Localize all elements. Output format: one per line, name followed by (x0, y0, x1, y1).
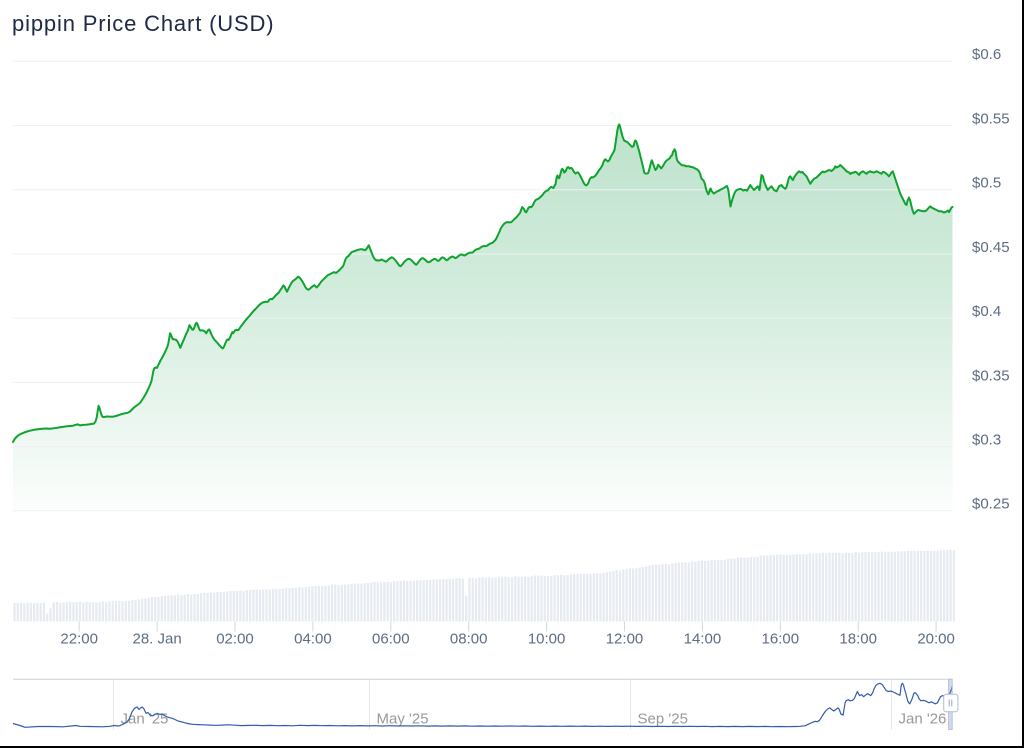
svg-text:$0.5: $0.5 (972, 175, 1001, 192)
svg-text:$0.45: $0.45 (972, 239, 1010, 256)
svg-text:14:00: 14:00 (684, 631, 722, 648)
svg-text:06:00: 06:00 (372, 631, 410, 648)
svg-text:Jan '25: Jan '25 (121, 711, 169, 728)
svg-text:Jan '26: Jan '26 (899, 711, 947, 728)
svg-text:02:00: 02:00 (216, 631, 254, 648)
svg-text:12:00: 12:00 (606, 631, 644, 648)
svg-text:$0.35: $0.35 (972, 367, 1010, 384)
svg-text:10:00: 10:00 (528, 631, 566, 648)
svg-text:$0.3: $0.3 (972, 432, 1001, 449)
svg-text:18:00: 18:00 (839, 631, 877, 648)
svg-text:May '25: May '25 (377, 711, 429, 728)
svg-text:08:00: 08:00 (450, 631, 488, 648)
svg-text:28. Jan: 28. Jan (132, 631, 181, 648)
svg-text:20:00: 20:00 (917, 631, 955, 648)
svg-text:22:00: 22:00 (60, 631, 98, 648)
svg-text:16:00: 16:00 (762, 631, 800, 648)
svg-text:$0.25: $0.25 (972, 496, 1010, 513)
svg-text:$0.4: $0.4 (972, 303, 1001, 320)
svg-text:$0.55: $0.55 (972, 110, 1010, 127)
svg-text:04:00: 04:00 (294, 631, 332, 648)
svg-text:Sep '25: Sep '25 (638, 711, 688, 728)
svg-text:$0.6: $0.6 (972, 46, 1001, 63)
